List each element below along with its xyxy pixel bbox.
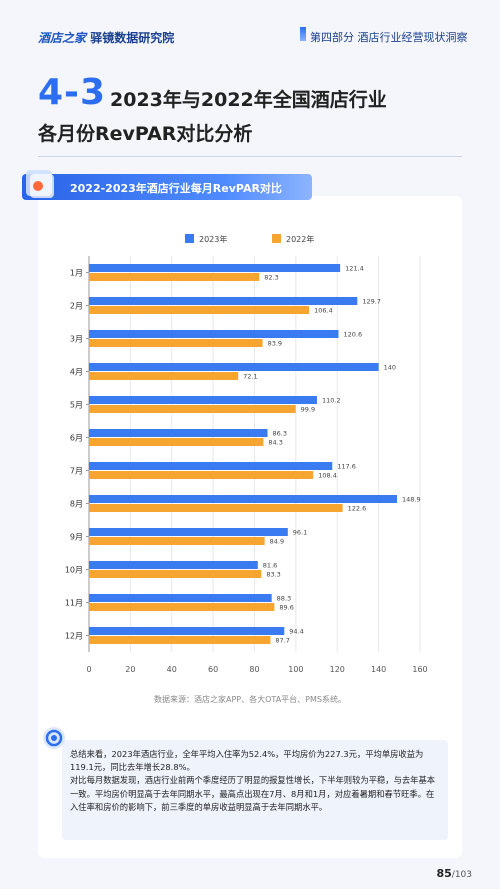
bar-2023 xyxy=(89,462,333,470)
bar-2023 xyxy=(89,330,339,338)
category-label: 8月 xyxy=(70,500,83,509)
data-label: 122.6 xyxy=(348,505,367,513)
brand-logo: 酒店之家 xyxy=(38,31,87,45)
data-label: 84.9 xyxy=(270,538,284,546)
bar-2023 xyxy=(89,627,285,635)
data-label: 96.1 xyxy=(293,529,307,537)
summary-line1: 总结来看，2023年酒店行业，全年平均入住率为52.4%，平均房价为227.3元… xyxy=(70,749,424,773)
bar-2022 xyxy=(89,603,275,611)
data-label: 129.7 xyxy=(362,298,381,306)
page-title: 2023年与2022年全国酒店行业 各月份RevPAR对比分析 xyxy=(38,84,470,145)
page-total: /103 xyxy=(451,870,472,880)
x-tick-label: 20 xyxy=(125,665,135,674)
data-label: 88.3 xyxy=(277,595,291,603)
category-label: 10月 xyxy=(65,566,83,575)
data-label: 99.9 xyxy=(301,406,315,414)
bar-2022 xyxy=(89,372,239,380)
data-label: 83.3 xyxy=(266,571,280,579)
bar-2022 xyxy=(89,306,310,314)
data-label: 94.4 xyxy=(289,628,303,636)
bar-2022 xyxy=(89,405,296,413)
category-label: 5月 xyxy=(70,401,83,410)
bar-2023 xyxy=(89,297,358,305)
x-tick-label: 100 xyxy=(288,665,303,674)
bar-2022 xyxy=(89,537,265,545)
data-label: 86.3 xyxy=(273,430,287,438)
bar-2023 xyxy=(89,429,268,437)
summary-box xyxy=(62,740,448,840)
category-label: 12月 xyxy=(65,632,83,641)
data-label: 110.2 xyxy=(322,397,341,405)
data-label: 87.7 xyxy=(275,637,289,645)
data-label: 89.6 xyxy=(279,604,293,612)
bar-2022 xyxy=(89,504,343,512)
summary-icon xyxy=(43,727,65,749)
legend-label-1: 2022年 xyxy=(286,234,314,244)
section-number: 4-3 xyxy=(38,72,107,113)
section-marker-icon xyxy=(300,27,306,41)
bar-2022 xyxy=(89,273,260,281)
data-label: 84.3 xyxy=(268,439,282,447)
legend-label-0: 2023年 xyxy=(199,234,227,244)
bar-2023 xyxy=(89,396,317,404)
revpar-bar-chart: 0 20 40 60 80 100 120 140 160 2023年 2022年 1月 121.4 82… xyxy=(65,234,428,674)
data-label: 148.9 xyxy=(402,496,421,504)
category-label: 2月 xyxy=(70,302,83,311)
title-divider xyxy=(38,156,462,157)
data-label: 120.6 xyxy=(343,331,362,339)
x-tick-label: 0 xyxy=(86,665,91,674)
bar-2022 xyxy=(89,636,271,644)
bar-2023 xyxy=(89,363,379,371)
page-title-line1: 2023年与2022年全国酒店行业 xyxy=(110,89,387,111)
x-tick-label: 140 xyxy=(371,665,386,674)
chart-header-title: 2022-2023年酒店行业每月RevPAR对比 xyxy=(70,182,282,195)
category-label: 7月 xyxy=(70,467,83,476)
data-label: 81.6 xyxy=(263,562,277,570)
x-tick-label: 60 xyxy=(208,665,218,674)
x-tick-label: 120 xyxy=(330,665,345,674)
data-label: 106.4 xyxy=(314,307,333,315)
page-number: 85/103 xyxy=(436,867,472,880)
bar-2022 xyxy=(89,570,262,578)
bar-2022 xyxy=(89,471,314,479)
legend-swatch-0 xyxy=(185,234,194,243)
data-label: 140 xyxy=(384,364,396,372)
brand-name: 驿镜数据研究院 xyxy=(90,31,175,45)
category-label: 9月 xyxy=(70,533,83,542)
summary-line2: 对比每月数据发现，酒店行业前两个季度经历了明显的报复性增长，下半年则较为平稳，与… xyxy=(70,775,436,812)
bar-2022 xyxy=(89,438,264,446)
bar-2023 xyxy=(89,528,288,536)
category-label: 11月 xyxy=(65,599,83,608)
bar-2023 xyxy=(89,594,272,602)
bar-2023 xyxy=(89,264,341,272)
data-label: 117.6 xyxy=(337,463,356,471)
x-tick-label: 40 xyxy=(167,665,177,674)
bar-2022 xyxy=(89,339,263,347)
category-label: 1月 xyxy=(70,269,83,278)
brand: 酒店之家 驿镜数据研究院 xyxy=(38,29,174,46)
data-label: 72.1 xyxy=(243,373,257,381)
bar-2023 xyxy=(89,561,258,569)
category-label: 3月 xyxy=(70,335,83,344)
page-current: 85 xyxy=(436,867,452,880)
section-tag: 第四部分 酒店行业经营现状洞察 xyxy=(310,31,468,44)
data-label: 83.9 xyxy=(268,340,282,348)
bar-2023 xyxy=(89,495,398,503)
chart-icon xyxy=(26,170,54,198)
category-label: 4月 xyxy=(70,368,83,377)
legend-swatch-1 xyxy=(272,234,281,243)
summary-text: 总结来看，2023年酒店行业，全年平均入住率为52.4%，平均房价为227.3元… xyxy=(70,748,440,814)
x-tick-label: 160 xyxy=(412,665,427,674)
category-label: 6月 xyxy=(70,434,83,443)
data-label: 108.4 xyxy=(318,472,337,480)
chart-header-bar xyxy=(22,174,312,200)
data-source: 数据来源：酒店之家APP、各大OTA平台、PMS系统。 xyxy=(154,695,346,704)
data-label: 121.4 xyxy=(345,265,364,273)
x-tick-label: 80 xyxy=(249,665,259,674)
data-label: 82.3 xyxy=(264,274,278,282)
page-title-line2: 各月份RevPAR对比分析 xyxy=(38,123,253,145)
